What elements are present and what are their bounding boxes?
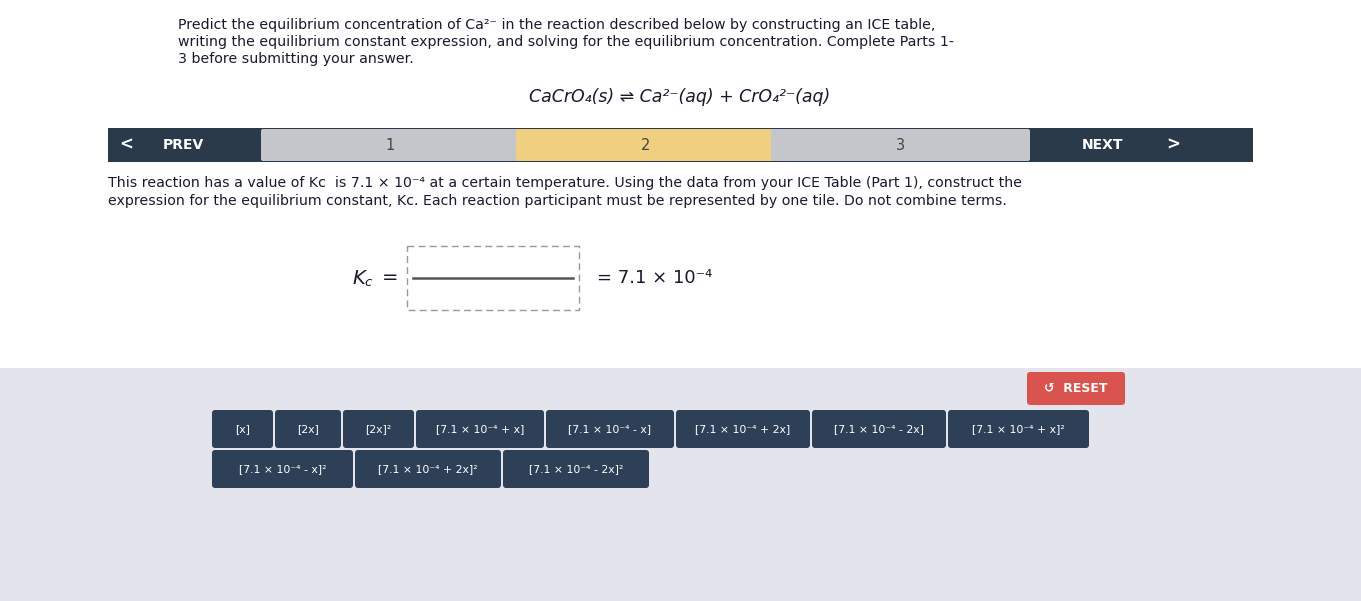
- Text: Predict the equilibrium concentration of Ca²⁻ in the reaction described below by: Predict the equilibrium concentration of…: [178, 18, 935, 32]
- Text: [7.1 × 10⁻⁴ + x]²: [7.1 × 10⁻⁴ + x]²: [972, 424, 1064, 434]
- FancyBboxPatch shape: [212, 410, 274, 448]
- FancyBboxPatch shape: [546, 410, 674, 448]
- Text: CaCrO₄(s) ⇌ Ca²⁻(aq) + CrO₄²⁻(aq): CaCrO₄(s) ⇌ Ca²⁻(aq) + CrO₄²⁻(aq): [529, 88, 830, 106]
- FancyBboxPatch shape: [407, 246, 578, 310]
- FancyBboxPatch shape: [108, 128, 1253, 162]
- Text: NEXT: NEXT: [1082, 138, 1124, 152]
- FancyBboxPatch shape: [0, 0, 1361, 368]
- Text: PREV: PREV: [162, 138, 204, 152]
- Text: [7.1 × 10⁻⁴ - x]²: [7.1 × 10⁻⁴ - x]²: [238, 464, 327, 474]
- FancyBboxPatch shape: [212, 450, 352, 488]
- Text: [7.1 × 10⁻⁴ + 2x]: [7.1 × 10⁻⁴ + 2x]: [695, 424, 791, 434]
- FancyBboxPatch shape: [676, 410, 810, 448]
- Text: 3: 3: [896, 138, 905, 153]
- Text: [7.1 × 10⁻⁴ - x]: [7.1 × 10⁻⁴ - x]: [569, 424, 652, 434]
- Text: >: >: [1166, 136, 1180, 154]
- Text: writing the equilibrium constant expression, and solving for the equilibrium con: writing the equilibrium constant express…: [178, 35, 954, 49]
- Text: = 7.1 × 10⁻⁴: = 7.1 × 10⁻⁴: [597, 269, 712, 287]
- FancyBboxPatch shape: [949, 410, 1089, 448]
- FancyBboxPatch shape: [770, 129, 1030, 161]
- Text: =: =: [382, 269, 399, 287]
- FancyBboxPatch shape: [355, 450, 501, 488]
- FancyBboxPatch shape: [416, 410, 544, 448]
- Text: 1: 1: [387, 138, 395, 153]
- Text: [7.1 × 10⁻⁴ - 2x]²: [7.1 × 10⁻⁴ - 2x]²: [529, 464, 623, 474]
- Text: [2x]²: [2x]²: [365, 424, 392, 434]
- FancyBboxPatch shape: [261, 129, 520, 161]
- Text: c: c: [363, 276, 372, 290]
- FancyBboxPatch shape: [813, 410, 946, 448]
- FancyBboxPatch shape: [343, 410, 414, 448]
- Text: [7.1 × 10⁻⁴ - 2x]: [7.1 × 10⁻⁴ - 2x]: [834, 424, 924, 434]
- Text: [7.1 × 10⁻⁴ + x]: [7.1 × 10⁻⁴ + x]: [436, 424, 524, 434]
- FancyBboxPatch shape: [1028, 372, 1126, 405]
- FancyBboxPatch shape: [504, 450, 649, 488]
- Text: [7.1 × 10⁻⁴ + 2x]²: [7.1 × 10⁻⁴ + 2x]²: [378, 464, 478, 474]
- Text: expression for the equilibrium constant, Kc. Each reaction participant must be r: expression for the equilibrium constant,…: [108, 194, 1007, 208]
- Text: K: K: [352, 269, 365, 287]
- FancyBboxPatch shape: [516, 129, 774, 161]
- Text: <: <: [118, 136, 133, 154]
- FancyBboxPatch shape: [0, 368, 1361, 601]
- Text: [x]: [x]: [235, 424, 250, 434]
- Text: [2x]: [2x]: [297, 424, 318, 434]
- FancyBboxPatch shape: [275, 410, 342, 448]
- Text: 3 before submitting your answer.: 3 before submitting your answer.: [178, 52, 414, 66]
- Text: ↺  RESET: ↺ RESET: [1044, 382, 1108, 395]
- Text: 2: 2: [641, 138, 651, 153]
- Text: This reaction has a value of Kc  is 7.1 × 10⁻⁴ at a certain temperature. Using t: This reaction has a value of Kc is 7.1 ×…: [108, 176, 1022, 190]
